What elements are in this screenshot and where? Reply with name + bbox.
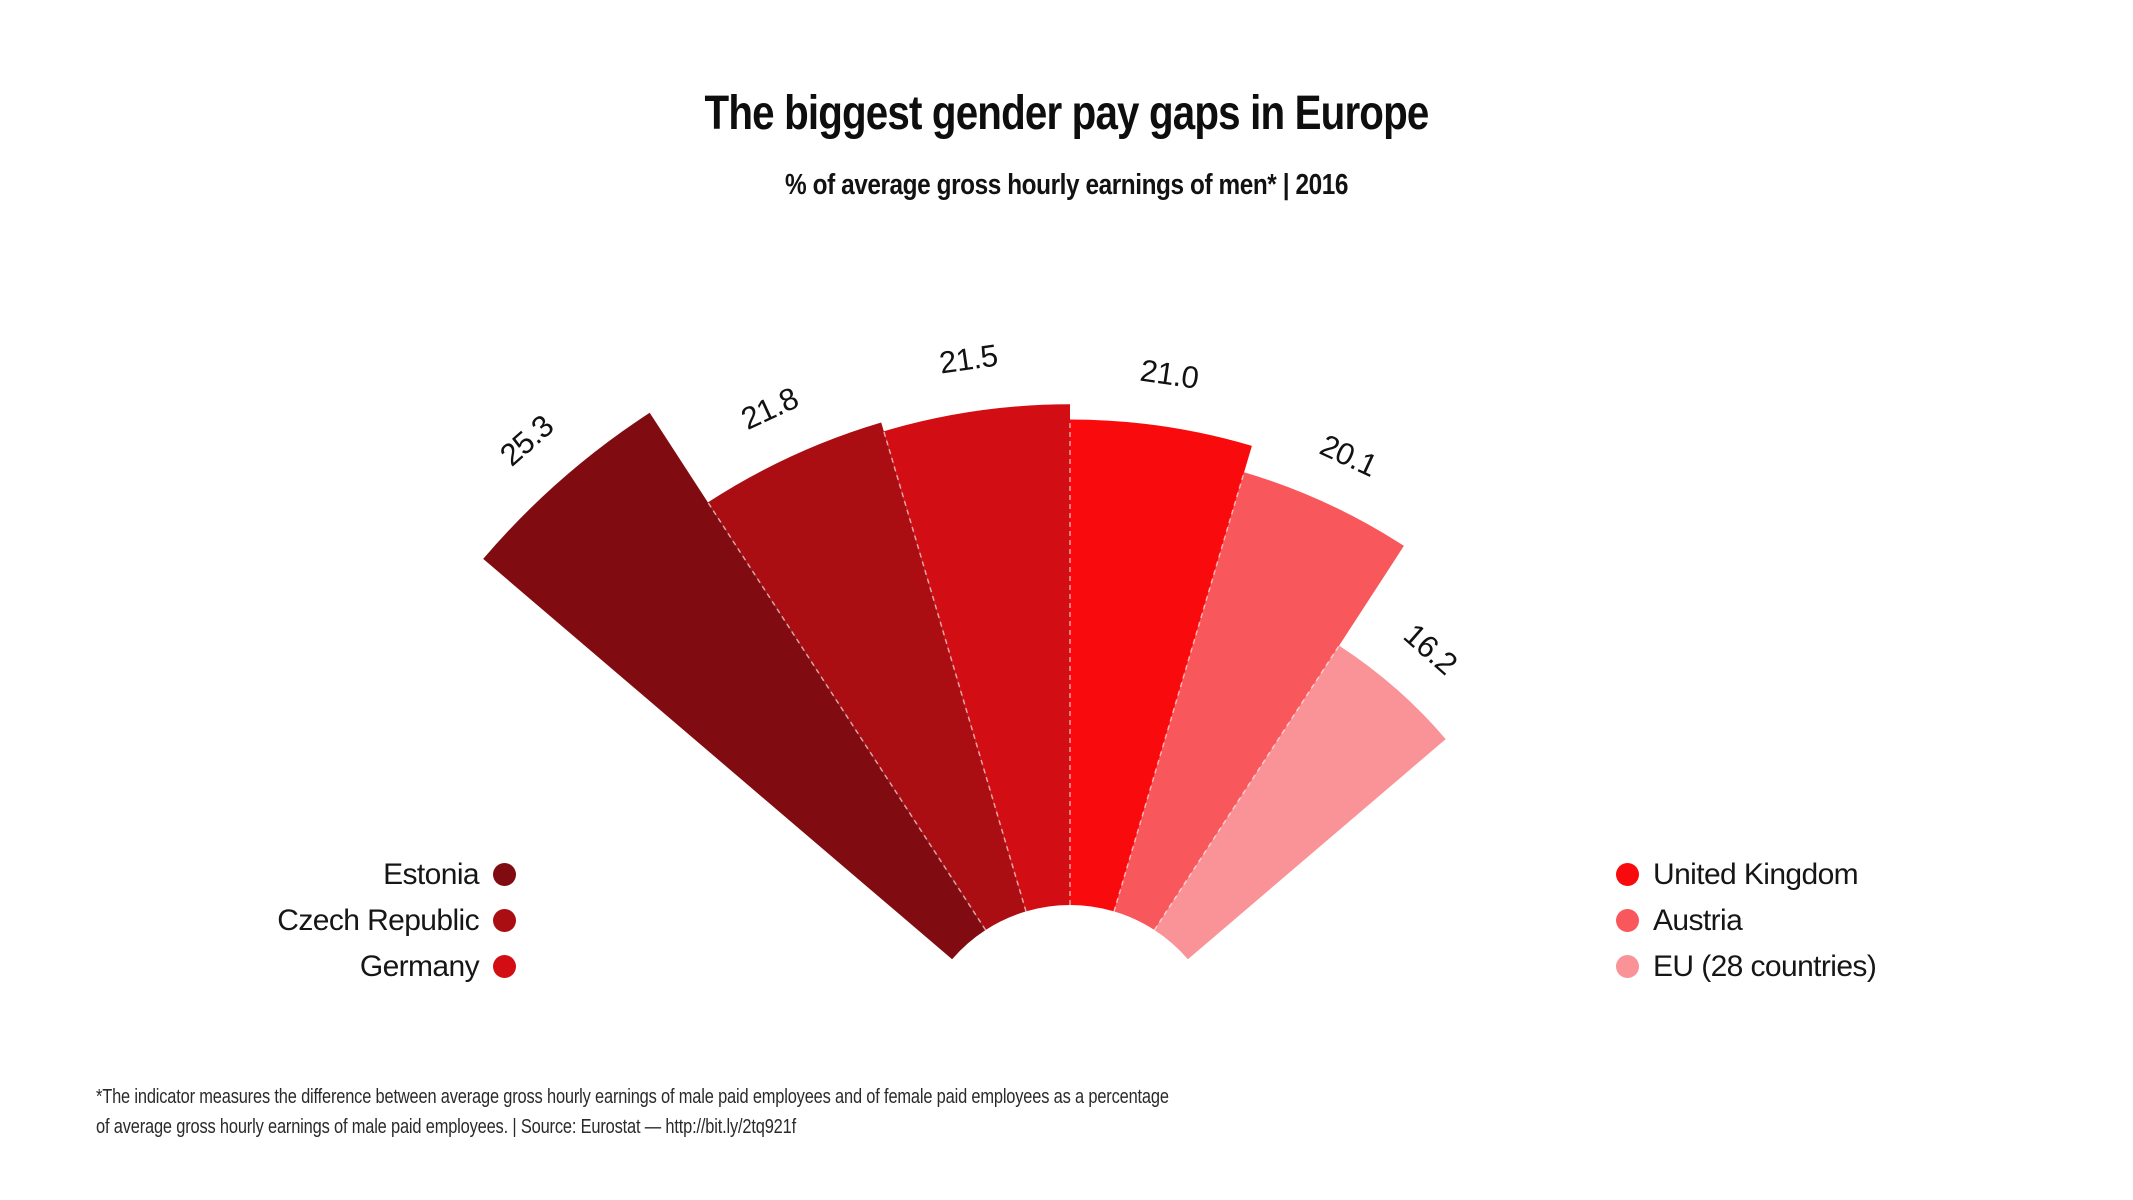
value-label-austria: 20.1 xyxy=(1315,427,1383,483)
legend-item-united-kingdom: United Kingdom xyxy=(1616,856,1859,893)
chart-header: The biggest gender pay gaps in Europe % … xyxy=(0,86,2133,202)
value-label-czech-republic: 21.8 xyxy=(736,380,804,436)
footnote-line-2: of average gross hourly earnings of male… xyxy=(96,1116,796,1138)
legend-label: United Kingdom xyxy=(1653,857,1859,891)
wedge-separator xyxy=(707,501,987,931)
chart-title: The biggest gender pay gaps in Europe xyxy=(704,87,1430,140)
legend-dot-icon xyxy=(1616,863,1639,886)
wedge-eu-28-countries[interactable] xyxy=(1154,645,1446,960)
legend-dot-icon xyxy=(1616,955,1639,978)
wedge-germany[interactable] xyxy=(883,404,1070,912)
wedge-estonia[interactable] xyxy=(483,412,986,960)
legend-item-czech-republic: Czech Republic xyxy=(277,902,516,939)
value-label-estonia: 25.3 xyxy=(493,408,560,473)
chart-subtitle: % of average gross hourly earnings of me… xyxy=(785,169,1348,201)
value-label-germany: 21.5 xyxy=(937,338,1000,381)
value-label-united-kingdom: 21.0 xyxy=(1138,353,1201,396)
legend-item-estonia: Estonia xyxy=(383,856,516,893)
legend-dot-icon xyxy=(493,955,516,978)
footnote: *The indicator measures the difference b… xyxy=(96,1082,1169,1142)
legend-dot-icon xyxy=(493,909,516,932)
legend-item-eu-28-countries: EU (28 countries) xyxy=(1616,948,1877,985)
legend-right: United Kingdom Austria EU (28 countries) xyxy=(1616,856,1877,985)
legend-dot-icon xyxy=(1616,909,1639,932)
wedge-czech-republic[interactable] xyxy=(707,422,1026,931)
legend-item-austria: Austria xyxy=(1616,902,1743,939)
legend-left: Estonia Czech Republic Germany xyxy=(277,856,516,985)
wedge-austria[interactable] xyxy=(1114,472,1404,930)
legend-item-germany: Germany xyxy=(360,948,516,985)
legend-dot-icon xyxy=(493,863,516,886)
wedge-separator xyxy=(1113,471,1245,912)
legend-label: Germany xyxy=(359,949,480,983)
footnote-line-1: *The indicator measures the difference b… xyxy=(96,1086,1169,1108)
legend-label: Czech Republic xyxy=(277,903,479,937)
legend-label: EU (28 countries) xyxy=(1653,949,1877,983)
wedge-separator xyxy=(883,431,1027,912)
wedge-separator xyxy=(1153,645,1340,931)
legend-label: Estonia xyxy=(383,857,479,891)
wedge-united-kingdom[interactable] xyxy=(1070,419,1252,912)
legend-label: Austria xyxy=(1653,903,1743,937)
value-label-eu-28-countries: 16.2 xyxy=(1397,617,1464,682)
